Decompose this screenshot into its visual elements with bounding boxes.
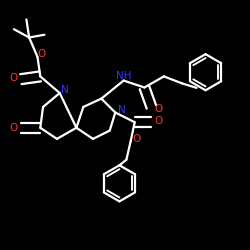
- Text: O: O: [38, 48, 46, 58]
- Text: O: O: [10, 73, 18, 83]
- Text: NH: NH: [116, 70, 131, 81]
- Text: O: O: [10, 123, 18, 133]
- Text: O: O: [132, 134, 140, 144]
- Text: O: O: [154, 116, 162, 126]
- Text: O: O: [154, 104, 162, 114]
- Text: N: N: [118, 105, 125, 115]
- Text: N: N: [61, 85, 68, 95]
